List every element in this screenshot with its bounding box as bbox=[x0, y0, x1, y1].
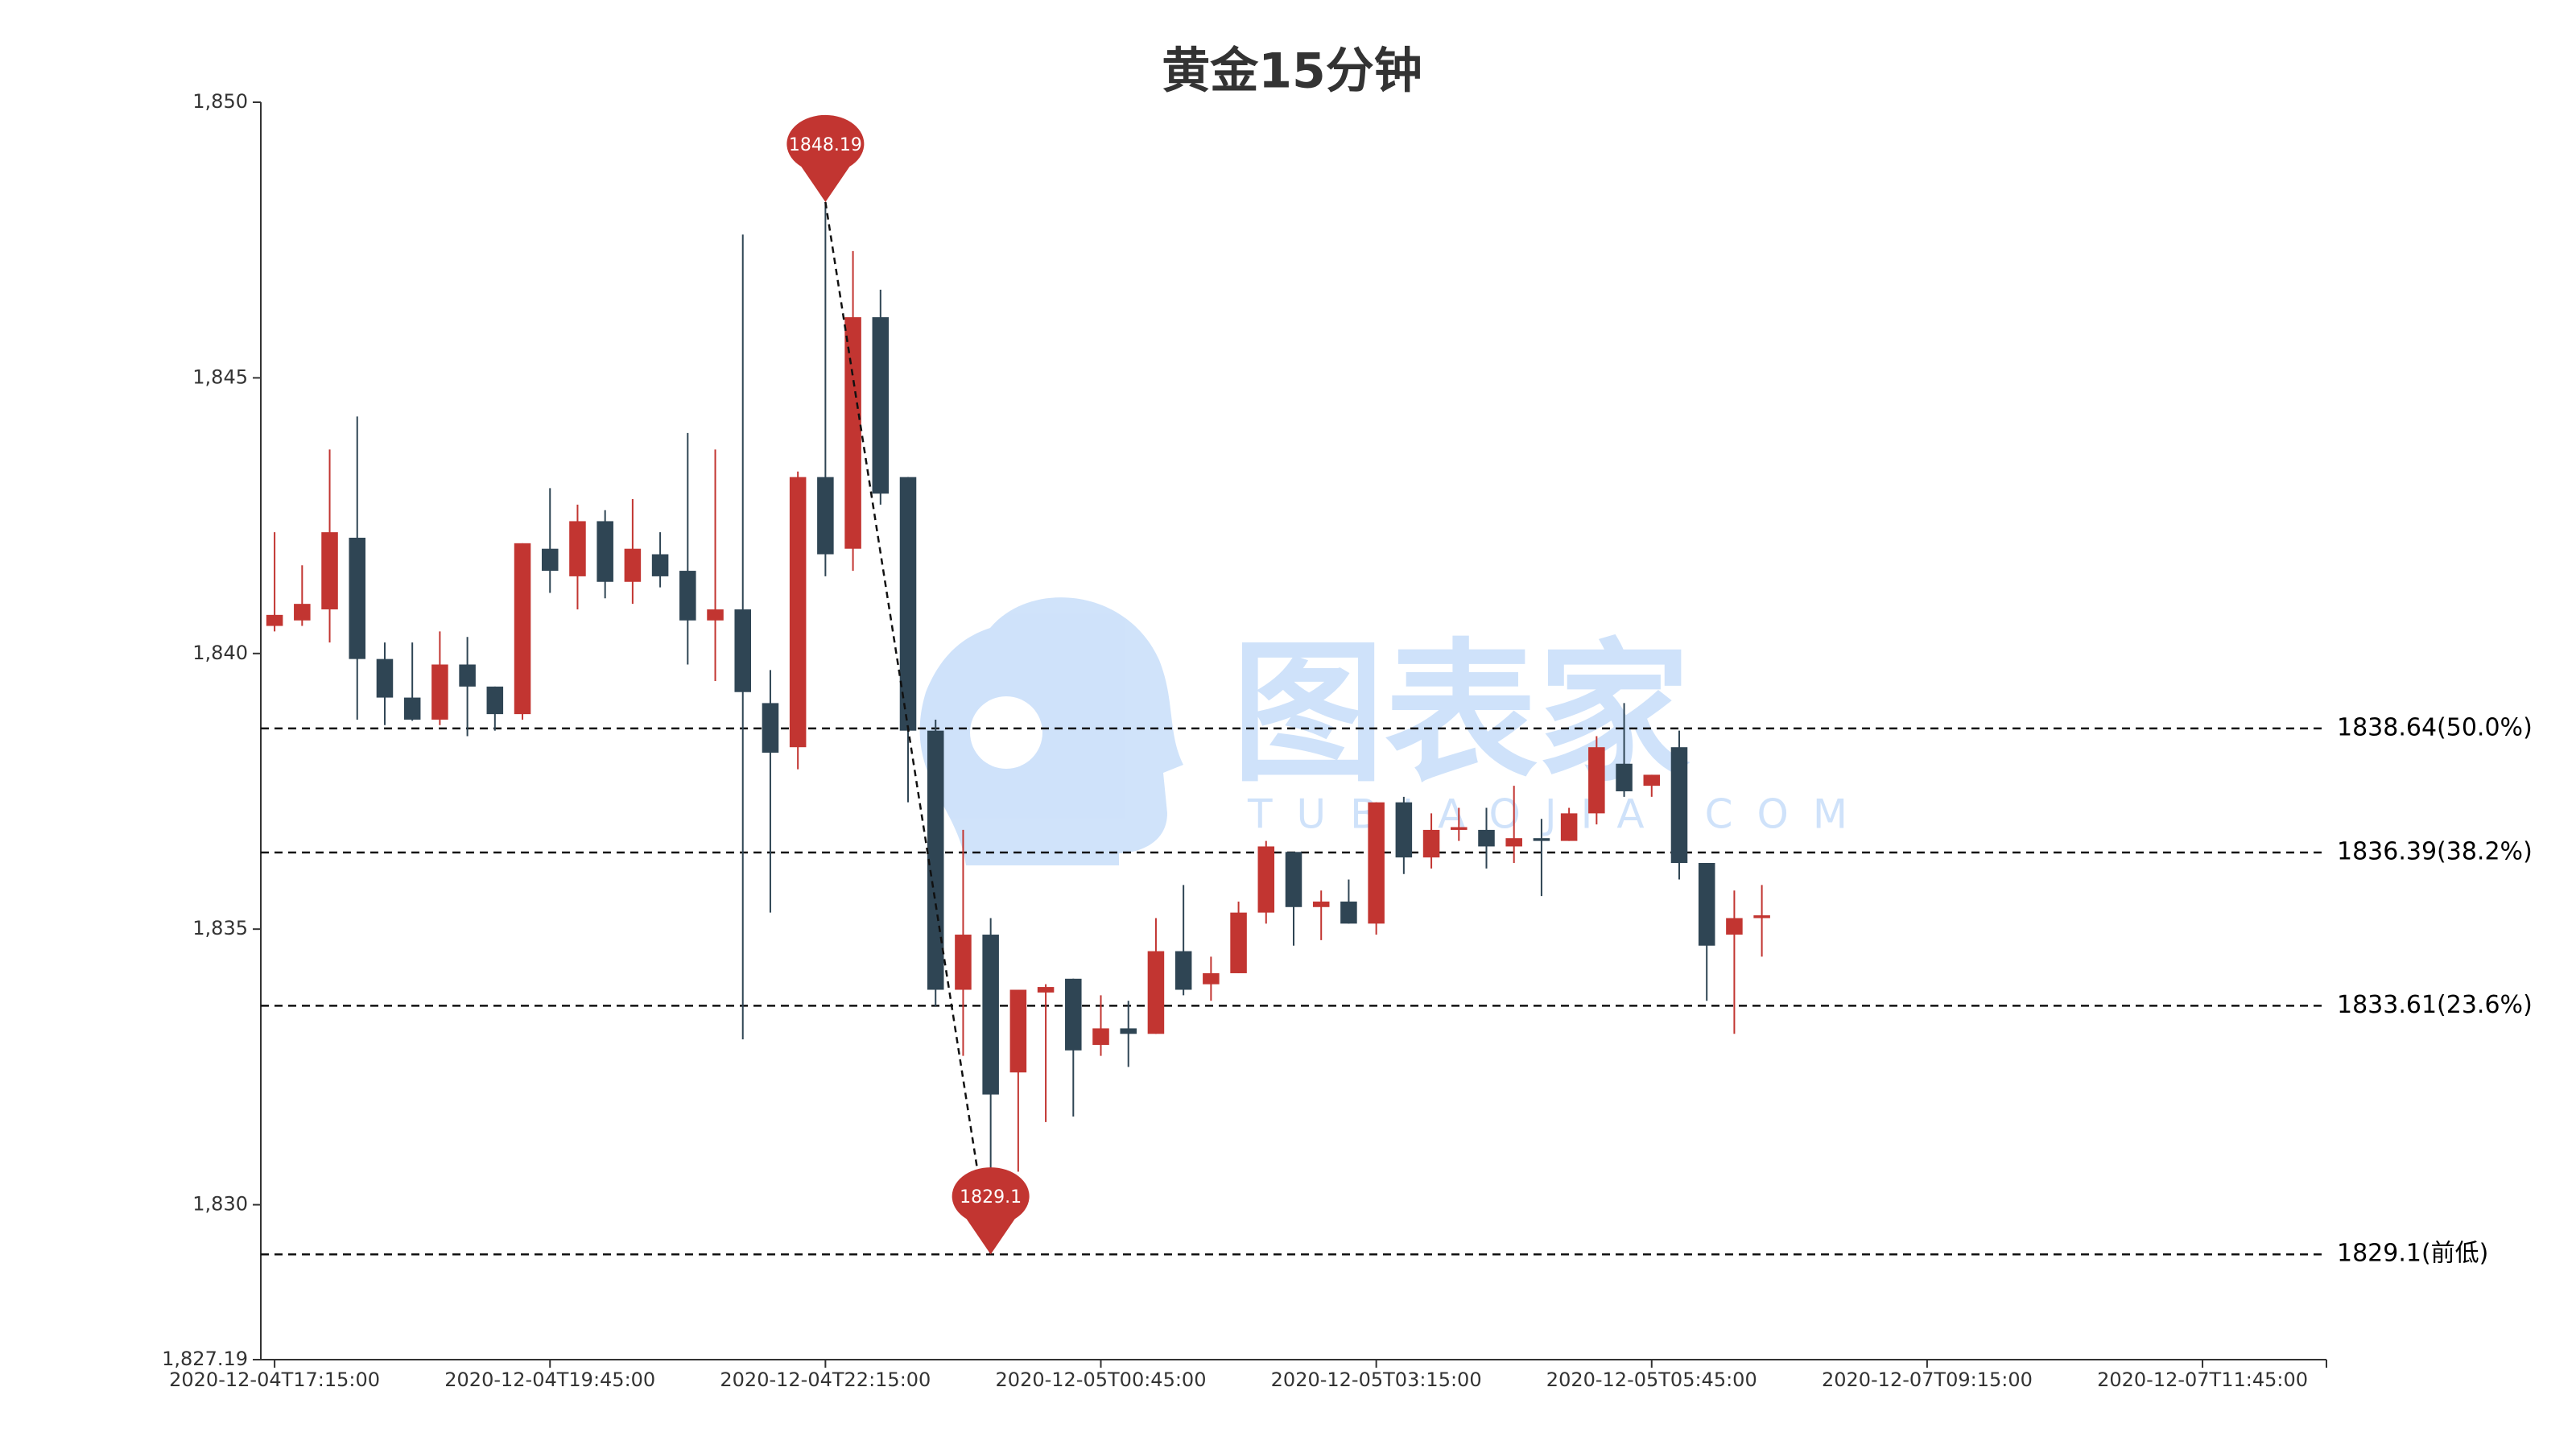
candle-body bbox=[1230, 912, 1247, 973]
extreme-marker-label: 1829.1 bbox=[960, 1187, 1022, 1208]
candle-body bbox=[1451, 827, 1468, 830]
x-tick-label: 2020-12-04T17:15:00 bbox=[169, 1368, 380, 1391]
candle-body bbox=[1312, 901, 1330, 907]
candle-body bbox=[1120, 1028, 1137, 1034]
candle-body bbox=[1174, 951, 1192, 990]
candle-body bbox=[1065, 978, 1082, 1051]
candle-body bbox=[1753, 915, 1770, 919]
candle-body bbox=[982, 935, 999, 1095]
candle-body bbox=[955, 935, 972, 990]
candle-body bbox=[1395, 802, 1413, 858]
candle-body bbox=[927, 730, 944, 990]
candle-body bbox=[459, 664, 476, 687]
candle-body bbox=[1368, 802, 1385, 924]
candle-body bbox=[817, 477, 834, 555]
candle-body bbox=[486, 686, 504, 715]
candle-body bbox=[1726, 918, 1743, 935]
candle-body bbox=[762, 703, 779, 753]
candle-body bbox=[1643, 774, 1661, 786]
extreme-marker-label: 1848.19 bbox=[789, 135, 862, 155]
candle-body bbox=[1560, 813, 1578, 841]
candle-body bbox=[431, 664, 448, 720]
level-label: 1838.64(50.0%) bbox=[2337, 713, 2533, 741]
candle-body bbox=[1340, 901, 1357, 924]
candle-body bbox=[1698, 863, 1715, 946]
y-tick-label: 1,850 bbox=[192, 90, 248, 113]
x-tick-label: 2020-12-05T05:45:00 bbox=[1546, 1368, 1757, 1391]
level-label: 1836.39(38.2%) bbox=[2337, 837, 2533, 865]
watermark-icon-hole bbox=[970, 696, 1042, 769]
candle-body bbox=[294, 604, 311, 621]
candle-body bbox=[403, 697, 421, 720]
candle-body bbox=[844, 317, 861, 549]
candle-body bbox=[541, 548, 559, 572]
watermark-text: 图表家 bbox=[1232, 625, 1690, 803]
candle-body bbox=[1285, 852, 1302, 907]
candle-body bbox=[1037, 987, 1055, 993]
level-label: 1829.1(前低) bbox=[2337, 1240, 2488, 1268]
candle-body bbox=[1533, 838, 1550, 841]
x-tick-label: 2020-12-05T03:15:00 bbox=[1271, 1368, 1482, 1391]
trend-line bbox=[824, 201, 992, 1255]
candle-body bbox=[651, 554, 669, 576]
y-tick-label: 1,830 bbox=[192, 1193, 248, 1216]
y-tick-label: 1,840 bbox=[192, 642, 248, 664]
candle-body bbox=[1147, 951, 1165, 1034]
candle-body bbox=[734, 609, 751, 692]
candle-body bbox=[321, 532, 338, 610]
candle-body bbox=[266, 614, 283, 626]
watermark: 图表家 TUBIAOJIA.COM bbox=[919, 597, 1872, 865]
extreme-marker bbox=[952, 1167, 1030, 1255]
candle-body bbox=[679, 571, 696, 621]
candle-body bbox=[899, 477, 917, 731]
candle-body bbox=[597, 521, 613, 582]
candle-body bbox=[1092, 1028, 1109, 1045]
candle-body bbox=[1505, 838, 1522, 847]
candle-body bbox=[569, 521, 586, 576]
x-tick-label: 2020-12-04T22:15:00 bbox=[720, 1368, 931, 1391]
candle-body bbox=[1670, 747, 1688, 864]
watermark-icon bbox=[919, 597, 1183, 865]
candle-body bbox=[349, 537, 366, 659]
candle-body bbox=[1203, 972, 1220, 985]
x-tick-label: 2020-12-07T09:15:00 bbox=[1822, 1368, 2033, 1391]
y-tick-label: 1,827.19 bbox=[162, 1348, 248, 1370]
candle-body bbox=[707, 609, 724, 621]
chart-title: 黄金15分钟 bbox=[1162, 43, 1422, 100]
x-tick-label: 2020-12-04T19:45:00 bbox=[444, 1368, 655, 1391]
candle-body bbox=[1478, 829, 1495, 847]
candle-body bbox=[1257, 846, 1275, 913]
candle-body bbox=[1009, 989, 1027, 1073]
candle-body bbox=[1588, 747, 1605, 814]
x-tick-label: 2020-12-05T00:45:00 bbox=[996, 1368, 1207, 1391]
candle-body bbox=[376, 658, 394, 698]
candle-body bbox=[872, 317, 890, 494]
candle-body bbox=[789, 477, 807, 748]
candle-body bbox=[514, 543, 531, 715]
level-label: 1833.61(23.6%) bbox=[2337, 991, 2533, 1019]
candle-body bbox=[624, 548, 642, 582]
watermark-subtext: TUBIAOJIA.COM bbox=[1247, 791, 1872, 838]
candle-body bbox=[1616, 763, 1633, 791]
y-tick-label: 1,845 bbox=[192, 365, 248, 388]
y-tick-label: 1,835 bbox=[192, 917, 248, 939]
extreme-marker bbox=[786, 114, 865, 202]
candle-body bbox=[1422, 829, 1440, 858]
x-tick-label: 2020-12-07T11:45:00 bbox=[2097, 1368, 2308, 1391]
